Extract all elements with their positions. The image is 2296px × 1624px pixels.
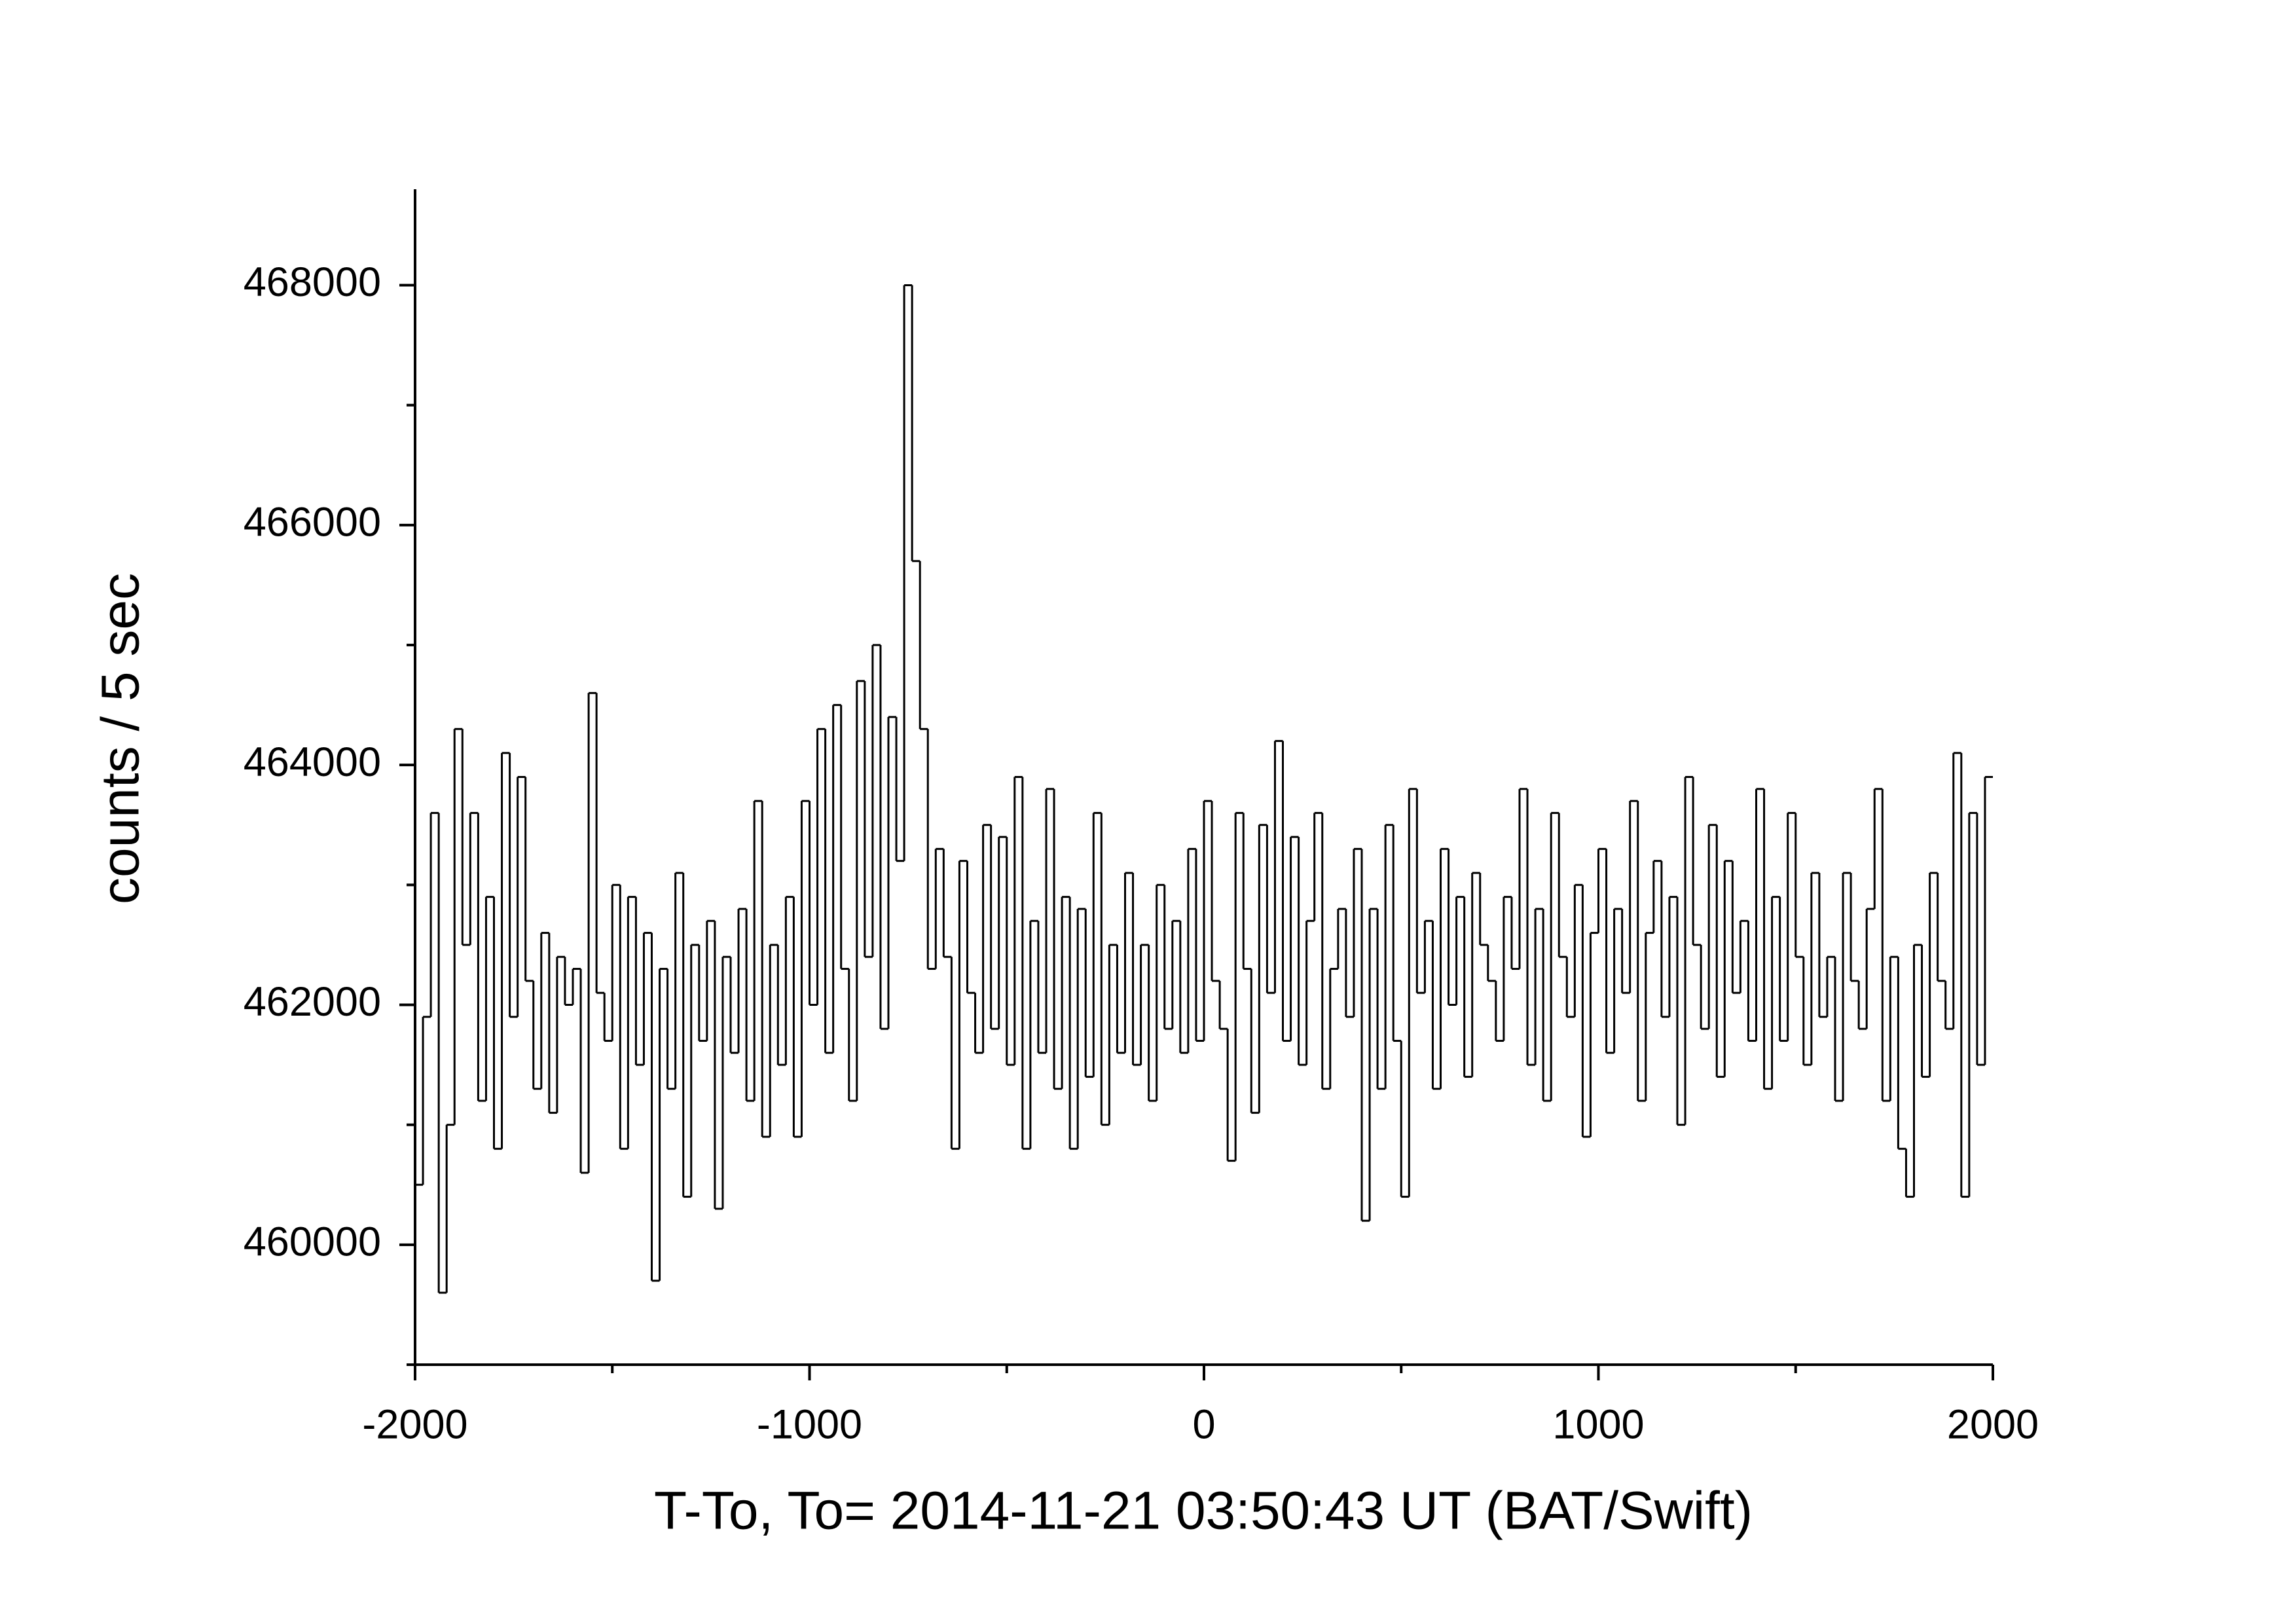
x-tick-label: 1000 (1552, 1402, 1644, 1448)
y-tick-label: 466000 (244, 499, 381, 545)
y-axis-title: counts / 5 sec (91, 573, 151, 904)
x-tick-label: 2000 (1947, 1402, 2039, 1448)
x-tick-label: -1000 (757, 1402, 862, 1448)
x-axis-title: T-To, To= 2014-11-21 03:50:43 UT (BAT/Sw… (654, 1481, 1753, 1541)
y-tick-label: 468000 (244, 259, 381, 305)
y-tick-label: 460000 (244, 1219, 381, 1264)
y-tick-label: 462000 (244, 979, 381, 1025)
y-tick-label: 464000 (244, 739, 381, 785)
x-tick-label: 0 (1192, 1402, 1215, 1448)
x-tick-label: -2000 (362, 1402, 467, 1448)
